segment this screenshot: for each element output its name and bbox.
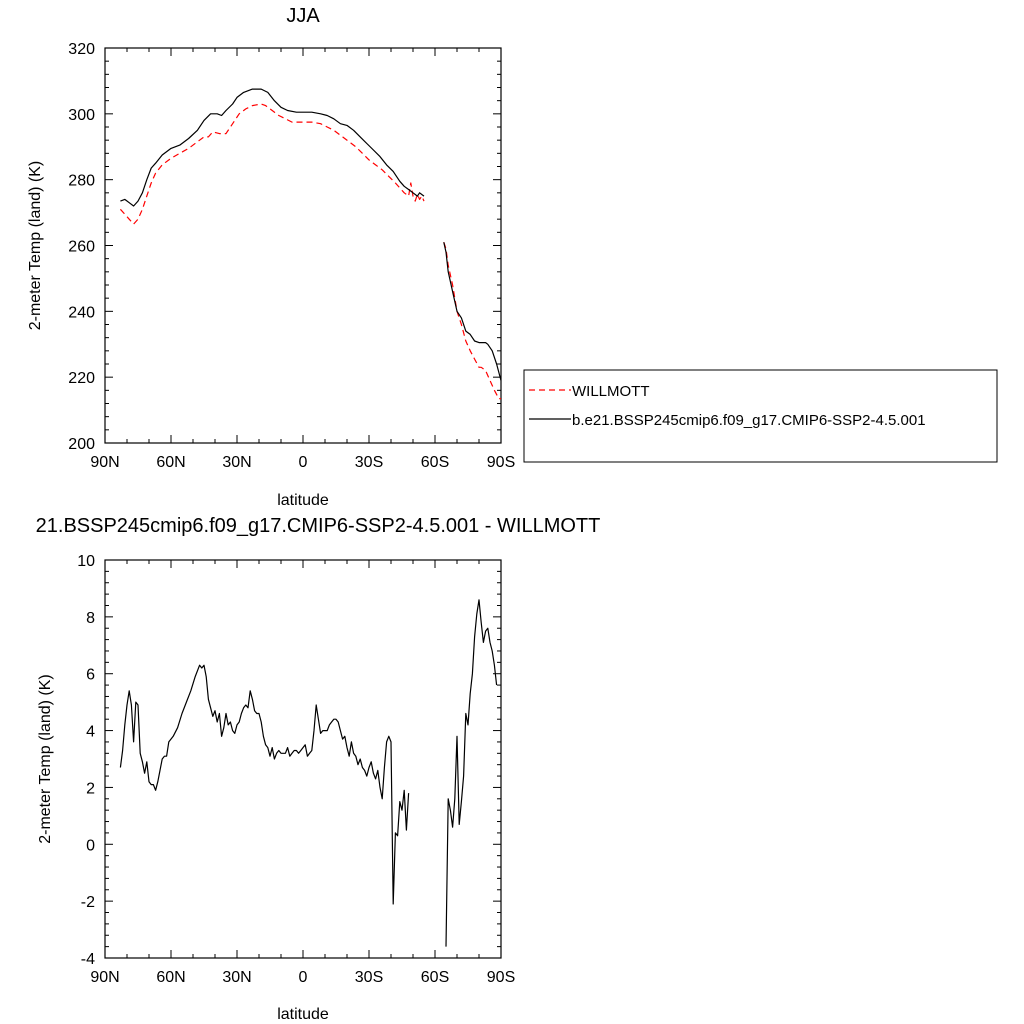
plot2-title: 21.BSSP245cmip6.f09_g17.CMIP6-SSP2-4.5.0… <box>36 515 601 537</box>
plot1-xtick-label: 0 <box>299 454 308 471</box>
plot1-title: JJA <box>286 5 320 27</box>
plot1-xtick-label: 90N <box>90 454 119 471</box>
plot2-ytick-label: -2 <box>81 894 95 911</box>
plot2-series-1-segment-1 <box>119 664 410 905</box>
plot1-series-2-segment-2 <box>443 242 502 381</box>
legend-label-1: WILLMOTT <box>572 383 650 400</box>
plot2-ylabel: 2-meter Temp (land) (K) <box>37 674 54 844</box>
plot2-xtick-label: 60S <box>421 969 449 986</box>
plot1-ytick-label: 320 <box>68 41 95 58</box>
plot2-ytick-label: -4 <box>81 951 95 968</box>
plot2-xtick-label: 60N <box>156 969 185 986</box>
legend-box <box>523 369 998 463</box>
legend: WILLMOTT b.e21.BSSP245cmip6.f09_g17.CMIP6… <box>523 369 998 463</box>
plot2-ytick-label: 0 <box>86 837 95 854</box>
plot2-series-1-segment-2 <box>445 599 498 947</box>
plot1-ytick-label: 220 <box>68 370 95 387</box>
plot2-ytick-label: 4 <box>86 724 95 741</box>
legend-label-2: b.e21.BSSP245cmip6.f09_g17.CMIP6-SSP2-4.… <box>572 412 926 429</box>
plot1-ylabel: 2-meter Temp (land) (K) <box>27 161 44 331</box>
plot1-ytick-label: 200 <box>68 436 95 453</box>
plot1-ytick-label: 260 <box>68 239 95 256</box>
plot1-ytick-label: 240 <box>68 304 95 321</box>
plot2-xtick-label: 0 <box>299 969 308 986</box>
plot1-series-1-segment-1 <box>119 103 425 225</box>
plot2-xtick-label: 30S <box>355 969 383 986</box>
plot2-xlabel: latitude <box>277 1006 329 1023</box>
plot2-xtick-label: 90S <box>487 969 515 986</box>
plot1-xtick-label: 60N <box>156 454 185 471</box>
plot2-ytick-label: 6 <box>86 667 95 684</box>
plot1-frame <box>104 47 502 444</box>
plot2-xtick-label: 90N <box>90 969 119 986</box>
plot1-xtick-label: 30N <box>222 454 251 471</box>
plot-top-jja: JJA 90N 60N 30N 0 30S 60S 90S 200 220 240 260 280 300… <box>27 5 998 509</box>
plot1-ytick-label: 300 <box>68 107 95 124</box>
plot1-ytick-label: 280 <box>68 173 95 190</box>
plot2-xtick-label: 30N <box>222 969 251 986</box>
plot2-ytick-label: 8 <box>86 610 95 627</box>
plot2-ytick-label: 2 <box>86 780 95 797</box>
plot1-series-1-segment-2 <box>443 242 501 400</box>
plot2-frame <box>104 559 502 959</box>
plot1-series-2-segment-1 <box>120 88 425 207</box>
plot1-xtick-label: 30S <box>355 454 383 471</box>
plot2-ytick-label: 10 <box>77 553 95 570</box>
plot1-xtick-label: 60S <box>421 454 449 471</box>
plot-bottom-difference: 21.BSSP245cmip6.f09_g17.CMIP6-SSP2-4.5.0… <box>36 515 601 1023</box>
plot1-xlabel: latitude <box>277 492 329 509</box>
plot1-xtick-label: 90S <box>487 454 515 471</box>
